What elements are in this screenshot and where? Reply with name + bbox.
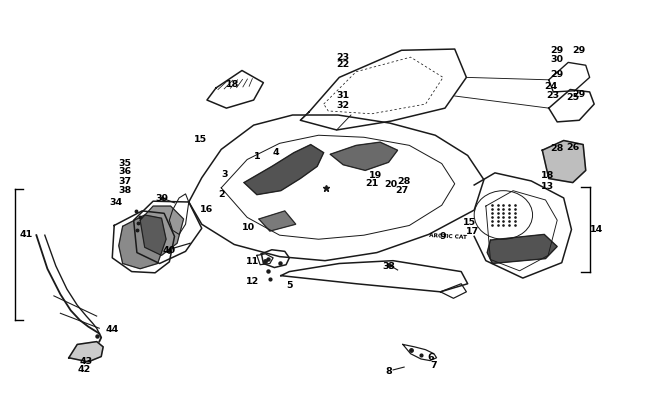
Polygon shape [69, 342, 103, 362]
Text: 41: 41 [20, 230, 33, 239]
Text: 3: 3 [221, 170, 228, 179]
Text: 29: 29 [573, 90, 586, 99]
Polygon shape [119, 215, 166, 269]
Text: 10: 10 [242, 222, 255, 231]
Text: 9: 9 [440, 231, 447, 240]
Text: 22: 22 [337, 60, 350, 69]
Text: 21: 21 [365, 179, 378, 188]
Text: 38: 38 [118, 185, 132, 194]
Polygon shape [244, 145, 324, 195]
Text: 7: 7 [431, 360, 437, 369]
Text: ARCTIC CAT: ARCTIC CAT [429, 232, 467, 239]
Polygon shape [487, 235, 557, 264]
Text: 15: 15 [462, 217, 476, 226]
Text: 18: 18 [226, 80, 240, 89]
Text: 36: 36 [119, 166, 132, 175]
Text: 27: 27 [395, 185, 408, 194]
Text: 43: 43 [80, 356, 93, 365]
Text: 19: 19 [369, 171, 382, 179]
Polygon shape [330, 143, 398, 171]
Text: 23: 23 [547, 91, 560, 100]
Text: 13: 13 [541, 182, 554, 191]
Text: 2: 2 [218, 190, 224, 199]
Text: 23: 23 [337, 53, 350, 62]
Text: 34: 34 [110, 197, 123, 206]
Text: 24: 24 [544, 82, 557, 91]
Text: 17: 17 [466, 226, 480, 235]
Text: 40: 40 [162, 246, 176, 255]
Text: 31: 31 [337, 91, 350, 100]
Text: 15: 15 [194, 134, 207, 143]
Text: 18: 18 [541, 171, 554, 179]
Text: 33: 33 [382, 262, 395, 271]
Text: 29: 29 [573, 45, 586, 54]
Text: 29: 29 [551, 70, 564, 79]
Text: 39: 39 [155, 193, 168, 202]
Polygon shape [259, 211, 296, 232]
Text: 28: 28 [397, 177, 411, 186]
Text: 14: 14 [590, 224, 603, 233]
Text: 5: 5 [286, 281, 292, 290]
Text: 35: 35 [119, 158, 132, 167]
Text: 12: 12 [246, 277, 259, 286]
Text: 44: 44 [106, 324, 119, 333]
Text: 28: 28 [551, 143, 564, 153]
Text: 20: 20 [385, 180, 398, 189]
Text: 37: 37 [119, 177, 132, 186]
Text: 32: 32 [337, 100, 350, 109]
Polygon shape [140, 207, 183, 256]
Text: 4: 4 [273, 147, 280, 157]
Polygon shape [542, 141, 586, 183]
Text: 6: 6 [428, 352, 434, 361]
Text: 8: 8 [385, 366, 392, 375]
Text: 30: 30 [551, 55, 564, 64]
Text: 1: 1 [254, 151, 260, 160]
Text: 42: 42 [77, 364, 90, 373]
Text: 25: 25 [566, 93, 579, 102]
Text: 26: 26 [566, 142, 579, 151]
Text: 16: 16 [200, 204, 214, 213]
Text: 11: 11 [246, 256, 259, 266]
Text: 29: 29 [551, 45, 564, 54]
